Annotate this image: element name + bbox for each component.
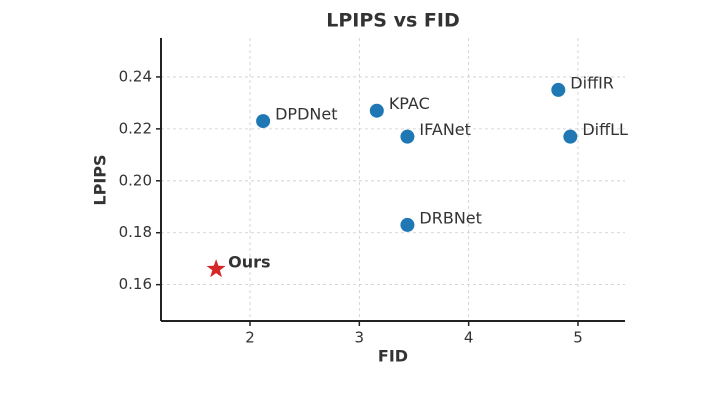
chart-title: LPIPS vs FID: [326, 10, 459, 32]
x-tick-label: 4: [464, 329, 474, 347]
point-label: DPDNet: [275, 105, 337, 124]
y-tick-label: 0.20: [119, 171, 152, 189]
point-label: Ours: [228, 253, 270, 272]
point: [369, 103, 384, 118]
y-tick-label: 0.24: [119, 67, 152, 85]
point: [206, 259, 226, 278]
point-label: IFANet: [419, 120, 470, 139]
point: [551, 82, 566, 97]
point-label: DRBNet: [419, 208, 482, 227]
y-tick-label: 0.18: [119, 223, 152, 241]
point: [400, 217, 415, 232]
x-tick-label: 2: [245, 329, 255, 347]
point-label: KPAC: [389, 94, 430, 113]
point-label: DiffLL: [582, 120, 628, 139]
point: [563, 129, 578, 144]
point: [400, 129, 415, 144]
x-tick-label: 5: [573, 329, 583, 347]
y-tick-label: 0.22: [119, 119, 152, 137]
x-axis-label: FID: [378, 347, 408, 366]
y-tick-label: 0.16: [119, 275, 152, 293]
x-tick-label: 3: [355, 329, 365, 347]
y-axis-label: LPIPS: [91, 154, 110, 205]
point: [256, 114, 271, 129]
point-label: DiffIR: [570, 73, 614, 92]
